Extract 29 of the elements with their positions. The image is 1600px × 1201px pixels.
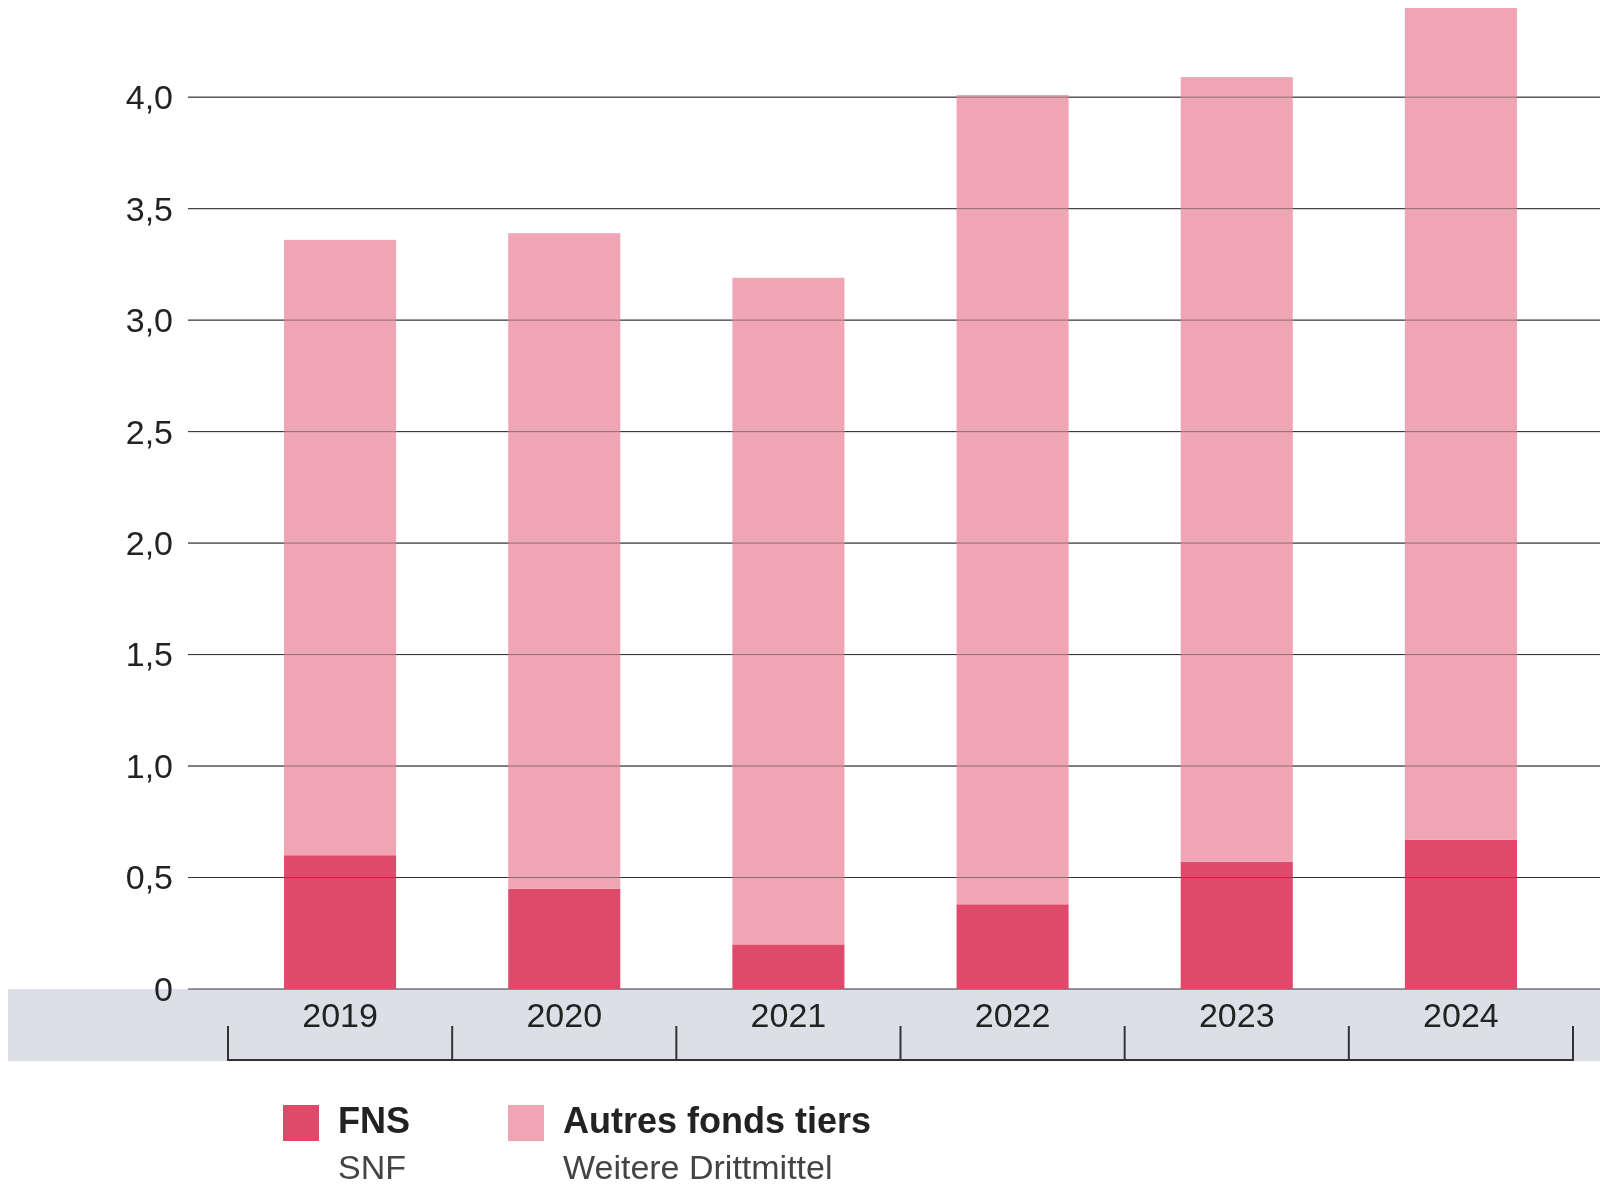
bar	[1404, 8, 1517, 840]
y-tick-label: 1,5	[125, 635, 173, 674]
y-tick-label: 3,0	[125, 301, 173, 340]
bar	[508, 888, 621, 989]
y-tick-label: 3,5	[125, 189, 173, 228]
legend-label: FNS SNF	[338, 1100, 410, 1186]
y-tick-label: 0	[154, 969, 173, 1008]
y-tick-label: 2,0	[125, 523, 173, 562]
bar	[284, 239, 397, 856]
x-tick-label: 2022	[974, 996, 1051, 1034]
x-tick-label: 2021	[750, 996, 827, 1034]
bar	[284, 855, 397, 989]
legend-label: Autres fonds tiers Weitere Drittmittel	[563, 1100, 872, 1186]
x-tick-label: 2020	[526, 996, 603, 1034]
bar	[956, 904, 1069, 989]
y-tick-label: 0,5	[125, 858, 173, 897]
bar	[732, 277, 845, 945]
bar	[1180, 77, 1293, 862]
bar	[732, 944, 845, 989]
y-tick-label: 4,0	[125, 78, 173, 117]
bar	[1180, 861, 1293, 989]
x-tick-label: 2024	[1423, 996, 1499, 1034]
x-tick-label: 2023	[1198, 996, 1275, 1034]
x-tick-label: 2019	[302, 996, 378, 1034]
bar	[956, 94, 1069, 905]
y-tick-label: 2,5	[125, 412, 173, 451]
y-tick-label: 1,0	[125, 746, 173, 785]
bar	[1404, 839, 1517, 989]
bar	[508, 233, 621, 889]
